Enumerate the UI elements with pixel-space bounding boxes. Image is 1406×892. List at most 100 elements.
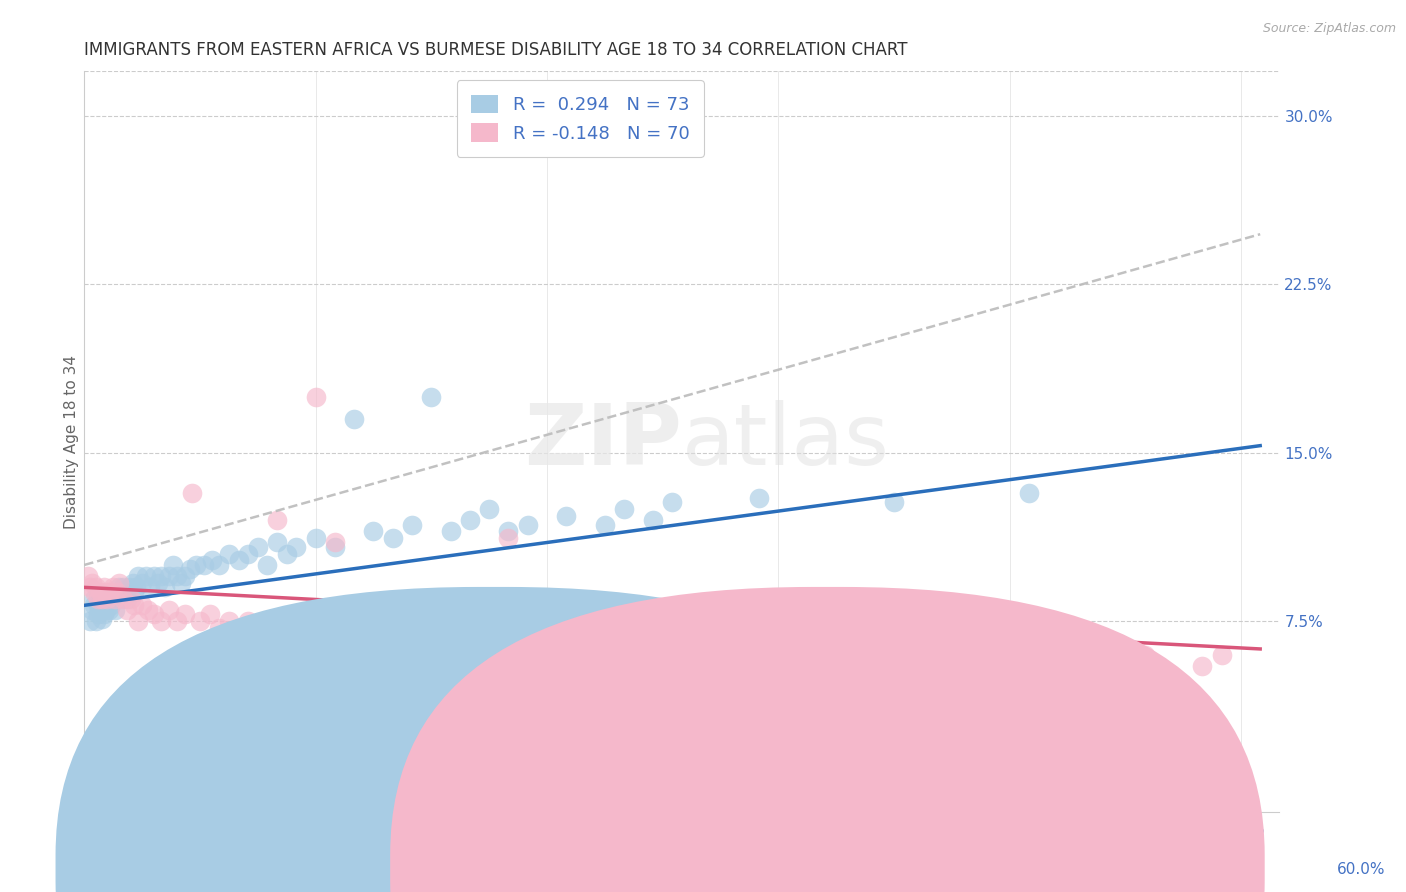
- Point: [555, 636, 578, 650]
- Point: [186, 558, 208, 572]
- Point: [84, 580, 107, 594]
- Point: [305, 531, 328, 545]
- Point: [198, 607, 221, 622]
- Point: [498, 531, 520, 545]
- Point: [363, 621, 385, 635]
- Point: [200, 553, 222, 567]
- Point: [883, 495, 905, 509]
- Point: [80, 575, 103, 590]
- Point: [641, 513, 664, 527]
- Point: [83, 585, 105, 599]
- Point: [124, 599, 146, 613]
- Point: [87, 607, 110, 622]
- Point: [1018, 486, 1040, 500]
- Point: [90, 612, 112, 626]
- Point: [139, 580, 162, 594]
- Point: [83, 599, 105, 613]
- Point: [94, 585, 117, 599]
- Point: [516, 517, 538, 532]
- Point: [381, 636, 404, 650]
- Point: [208, 621, 231, 635]
- Text: 0.0%: 0.0%: [84, 863, 124, 877]
- Point: [83, 591, 105, 606]
- Point: [87, 599, 110, 613]
- Point: [136, 603, 159, 617]
- Point: [166, 569, 188, 583]
- Point: [173, 569, 195, 583]
- Point: [105, 591, 128, 606]
- Point: [188, 614, 211, 628]
- Point: [555, 508, 578, 523]
- Point: [806, 648, 828, 662]
- Point: [363, 524, 385, 539]
- Point: [93, 607, 115, 622]
- Point: [208, 558, 231, 572]
- Point: [157, 569, 180, 583]
- Point: [420, 636, 443, 650]
- Point: [613, 643, 636, 657]
- Point: [84, 614, 107, 628]
- Point: [181, 486, 204, 500]
- Text: atlas: atlas: [682, 400, 890, 483]
- Point: [439, 524, 461, 539]
- Point: [256, 558, 278, 572]
- Point: [661, 495, 683, 509]
- Point: [98, 585, 121, 599]
- Point: [285, 540, 308, 554]
- Point: [150, 569, 173, 583]
- Point: [98, 603, 121, 617]
- Point: [238, 547, 260, 561]
- Point: [276, 547, 298, 561]
- Point: [142, 569, 165, 583]
- Point: [633, 636, 655, 650]
- Point: [118, 580, 141, 594]
- Point: [111, 580, 134, 594]
- Point: [343, 412, 366, 426]
- Point: [127, 614, 149, 628]
- Point: [105, 585, 128, 599]
- Point: [121, 575, 143, 590]
- Point: [104, 591, 127, 606]
- Point: [111, 591, 134, 606]
- Point: [748, 491, 770, 505]
- Point: [108, 580, 131, 594]
- Point: [90, 591, 112, 606]
- Point: [574, 648, 596, 662]
- Point: [218, 614, 240, 628]
- Point: [146, 575, 169, 590]
- Point: [998, 643, 1021, 657]
- Point: [651, 614, 673, 628]
- Point: [613, 501, 636, 516]
- Point: [1076, 652, 1098, 666]
- Point: [166, 614, 188, 628]
- Point: [458, 513, 481, 527]
- Point: [266, 513, 288, 527]
- Point: [218, 547, 240, 561]
- Point: [131, 599, 153, 613]
- Text: IMMIGRANTS FROM EASTERN AFRICA VS BURMESE DISABILITY AGE 18 TO 34 CORRELATION CH: IMMIGRANTS FROM EASTERN AFRICA VS BURMES…: [84, 41, 908, 59]
- Point: [498, 524, 520, 539]
- Point: [285, 621, 308, 635]
- Point: [768, 652, 790, 666]
- Point: [77, 569, 100, 583]
- Point: [142, 607, 165, 622]
- Point: [96, 591, 118, 606]
- Point: [173, 607, 195, 622]
- Point: [941, 659, 963, 673]
- Point: [124, 585, 146, 599]
- Text: ZIP: ZIP: [524, 400, 682, 483]
- Point: [690, 648, 713, 662]
- Point: [110, 591, 132, 606]
- Point: [131, 575, 153, 590]
- Point: [420, 390, 443, 404]
- Point: [170, 575, 193, 590]
- Point: [179, 562, 201, 576]
- Point: [266, 535, 288, 549]
- Point: [1191, 659, 1213, 673]
- Point: [96, 591, 118, 606]
- Point: [89, 603, 111, 617]
- Point: [135, 569, 157, 583]
- Point: [478, 501, 501, 516]
- Point: [193, 558, 215, 572]
- Point: [1211, 648, 1233, 662]
